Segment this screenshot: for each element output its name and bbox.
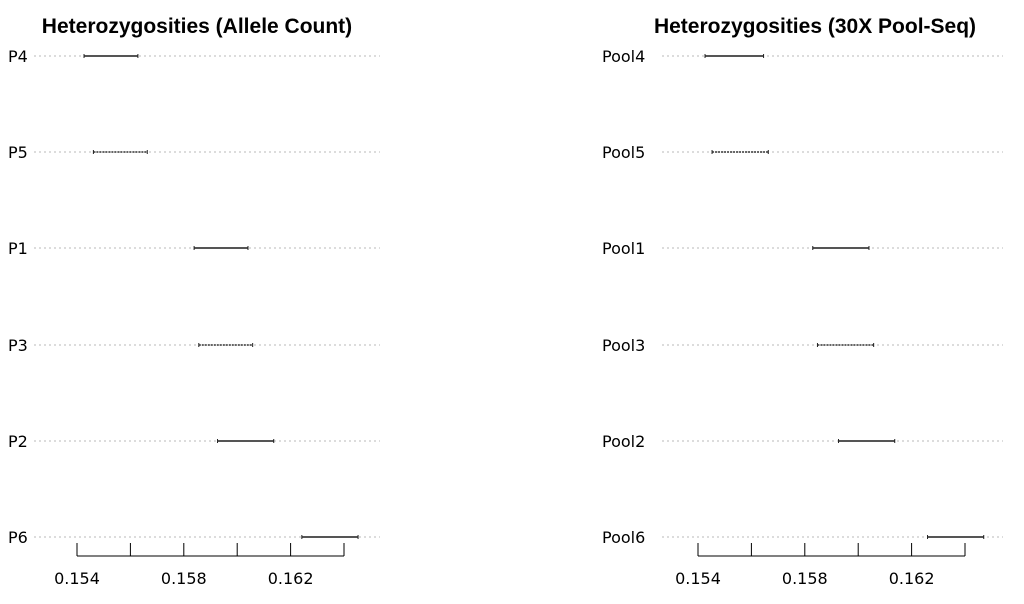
row-label: Pool1 [602, 239, 645, 258]
row-label: P3 [8, 336, 28, 355]
chart-panel-2: Heterozygosities (30X Pool-Seq) Pool4 Pool… [602, 15, 1003, 588]
x-tick-label: 0.162 [889, 569, 935, 588]
x-tick-label: 0.158 [161, 569, 207, 588]
x-tick-label: 0.158 [782, 569, 828, 588]
chart-title: Heterozygosities (30X Pool-Seq) [654, 15, 976, 38]
x-tick-label: 0.154 [54, 569, 100, 588]
row-label: P6 [8, 528, 28, 547]
row-label: P5 [8, 143, 28, 162]
row-label: Pool4 [602, 47, 645, 66]
chart-title: Heterozygosities (Allele Count) [42, 15, 352, 38]
row-label: Pool2 [602, 432, 645, 451]
row-label: Pool5 [602, 143, 645, 162]
row-label: Pool3 [602, 336, 645, 355]
chart-panel-1: Heterozygosities (Allele Count) P4 P5 P1 P3 P… [8, 15, 380, 588]
row-label: P4 [8, 47, 28, 66]
x-tick-label: 0.162 [268, 569, 314, 588]
row-label: P1 [8, 239, 28, 258]
x-tick-label: 0.154 [675, 569, 721, 588]
row-label: Pool6 [602, 528, 645, 547]
row-label: P2 [8, 432, 28, 451]
